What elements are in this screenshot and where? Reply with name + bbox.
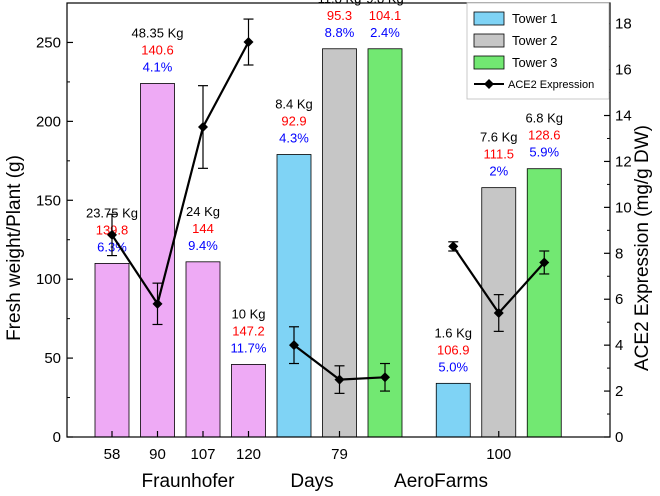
y2-tick-label-6: 6 [615, 291, 623, 308]
ace2-point-2-0 [448, 241, 459, 252]
y2-tick-label-16: 16 [615, 62, 632, 79]
y2-tick-label-2: 2 [615, 383, 623, 400]
bar-4-annotation-0: 8.4 Kg [275, 97, 313, 112]
legend-swatch-tower-2 [473, 33, 505, 48]
x-tick-label-1: 90 [149, 446, 166, 463]
x-tick-label-0: 58 [104, 446, 121, 463]
y2-tick-label-10: 10 [615, 199, 632, 216]
bar-6-annotation-2: 2.4% [370, 25, 400, 40]
plot-frame [66, 2, 611, 438]
legend-swatch-tower-3 [473, 55, 505, 70]
bar-5-annotation-1: 95.3 [327, 8, 352, 23]
y-axis-label: Fresh weight/Plant (g) [4, 155, 25, 341]
bar-1-annotation-1: 140.6 [141, 42, 174, 57]
bar-0 [94, 262, 130, 438]
legend-label-ace2: ACE2 Expression [508, 79, 594, 91]
bar-6-annotation-1: 104.1 [369, 8, 402, 23]
bar-9 [526, 168, 562, 438]
ace2-line-segment-0 [111, 41, 250, 307]
bar-5-annotation-2: 8.8% [325, 25, 355, 40]
x-axis-label: Days [290, 471, 333, 492]
legend-label-tower-2: Tower 2 [512, 33, 558, 48]
ace2-point-2-1 [493, 308, 504, 318]
bar-3-annotation-1: 147.2 [232, 323, 265, 338]
y2-axis-label: ACE2 Expression (mg/g DW) [632, 125, 653, 371]
y-tick-label-200: 200 [36, 113, 61, 130]
bar-4-annotation-1: 92.9 [281, 114, 306, 129]
ace2-point-1-1 [334, 374, 345, 385]
bar-1-annotation-0: 48.35 Kg [131, 25, 183, 40]
y-tick-label-150: 150 [36, 192, 61, 209]
x-tick-label-3: 120 [236, 446, 261, 463]
bar-7-annotation-1: 106.9 [437, 342, 470, 357]
ace2-point-0-2 [198, 122, 208, 132]
y2-tick-label-12: 12 [615, 153, 632, 170]
bar-3-annotation-2: 11.7% [231, 340, 267, 355]
bar-2-annotation-0: 24 Kg [186, 204, 220, 219]
bar-2-annotation-1: 144 [192, 221, 214, 236]
ace2-line-layer [107, 18, 550, 394]
bar-9-annotation-1: 128.6 [528, 128, 561, 143]
bar-4-annotation-2: 4.3% [279, 131, 309, 146]
bar-8-annotation-0: 7.6 Kg [480, 130, 518, 145]
legend: Tower 1 Tower 2 Tower 3 ACE2 Expression [466, 2, 610, 100]
legend-swatch-ace2-marker [484, 79, 494, 89]
bar-7-annotation-0: 1.6 Kg [434, 325, 472, 340]
y2-tick-label-18: 18 [615, 16, 632, 33]
group-label-aerofarms: AeroFarms [394, 471, 488, 492]
bar-7-annotation-2: 5.0% [438, 359, 468, 374]
y2-tick-label-8: 8 [615, 245, 623, 262]
legend-swatch-tower-1 [473, 11, 505, 26]
ace2-point-1-2 [380, 372, 390, 383]
y-tick-label-250: 250 [36, 34, 61, 51]
x-tick-label-2: 107 [190, 446, 215, 463]
bar-9-annotation-0: 6.8 Kg [525, 111, 563, 126]
bar-1-annotation-2: 4.1% [143, 59, 173, 74]
bar-9-annotation-2: 5.9% [529, 145, 559, 160]
ace2-point-0-3 [243, 37, 254, 48]
bar-7 [435, 382, 471, 438]
bar-6 [367, 48, 403, 438]
bar-8-annotation-2: 2% [489, 164, 508, 179]
x-tick-label-4: 79 [331, 446, 348, 463]
bar-8-annotation-1: 111.5 [483, 147, 514, 162]
group-label-fraunhofer: Fraunhofer [142, 471, 236, 492]
bar-3-annotation-0: 10 Kg [232, 306, 266, 321]
ace2-point-0-0 [107, 229, 117, 240]
legend-label-tower-1: Tower 1 [512, 11, 558, 26]
x-tick-label-5: 100 [486, 446, 511, 463]
ace2-point-0-1 [152, 298, 163, 309]
bar-2 [185, 261, 221, 438]
y-tick-label-100: 100 [36, 271, 61, 288]
bars-layer [94, 48, 562, 438]
legend-label-tower-3: Tower 3 [512, 55, 558, 70]
ace2-point-1-0 [289, 340, 299, 351]
y-tick-label-0: 0 [53, 429, 61, 446]
y2-tick-label-14: 14 [615, 108, 632, 125]
ace2-point-2-2 [539, 257, 550, 268]
y2-tick-label-4: 4 [615, 337, 623, 354]
bar-2-annotation-2: 9.4% [188, 238, 218, 253]
bar-3 [231, 364, 266, 438]
bar-4 [276, 154, 312, 438]
y2-tick-label-0: 0 [615, 429, 623, 446]
y-tick-label-50: 50 [44, 350, 61, 367]
bar-0-annotation-0: 23.75 Kg [86, 205, 138, 220]
axes-layer: 0 50 100 150 200 250 0 2 4 6 8 10 12 14 16 18 58 90 107 120… [36, 2, 632, 463]
